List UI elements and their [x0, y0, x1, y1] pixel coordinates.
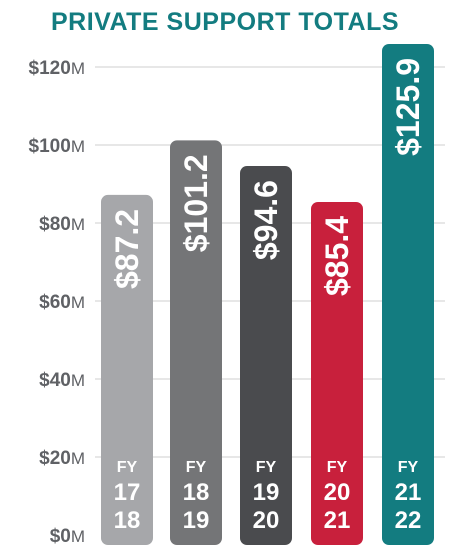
- bar: [240, 166, 292, 545]
- x-category-label: 18: [114, 507, 141, 534]
- x-category-label: 18: [183, 479, 210, 506]
- x-category-label: 21: [395, 479, 422, 506]
- x-category-label: 19: [253, 479, 280, 506]
- y-tick-label: $0M: [50, 526, 85, 547]
- bar-value-label: $101.2: [178, 154, 214, 252]
- bar: [101, 194, 153, 546]
- y-tick-label: $100M: [29, 136, 85, 157]
- x-category-label: 17: [114, 479, 141, 506]
- x-category-label: 22: [395, 507, 422, 534]
- x-category-label: FY: [256, 459, 277, 476]
- bar-value-label: $85.4: [319, 216, 355, 296]
- x-category-label: FY: [327, 459, 348, 476]
- x-category-label: 20: [324, 479, 351, 506]
- bar: [170, 140, 222, 545]
- y-tick-label: $60M: [39, 292, 85, 313]
- y-tick-label: $20M: [39, 448, 85, 469]
- chart-title: PRIVATE SUPPORT TOTALS: [50, 8, 400, 36]
- bar-value-label: $87.2: [109, 209, 145, 289]
- bar: [311, 201, 363, 545]
- x-category-label: 20: [253, 507, 280, 534]
- y-tick-label: $40M: [39, 370, 85, 391]
- x-category-label: 19: [183, 507, 210, 534]
- x-category-label: FY: [117, 459, 138, 476]
- bar: [382, 43, 434, 546]
- bar-value-label: $125.9: [390, 58, 426, 156]
- x-category-label: FY: [398, 459, 419, 476]
- y-tick-label: $80M: [39, 214, 85, 235]
- x-category-label: 21: [324, 507, 351, 534]
- y-tick-label: $120M: [29, 58, 85, 79]
- x-category-label: FY: [186, 459, 207, 476]
- bar-value-label: $94.6: [248, 180, 284, 260]
